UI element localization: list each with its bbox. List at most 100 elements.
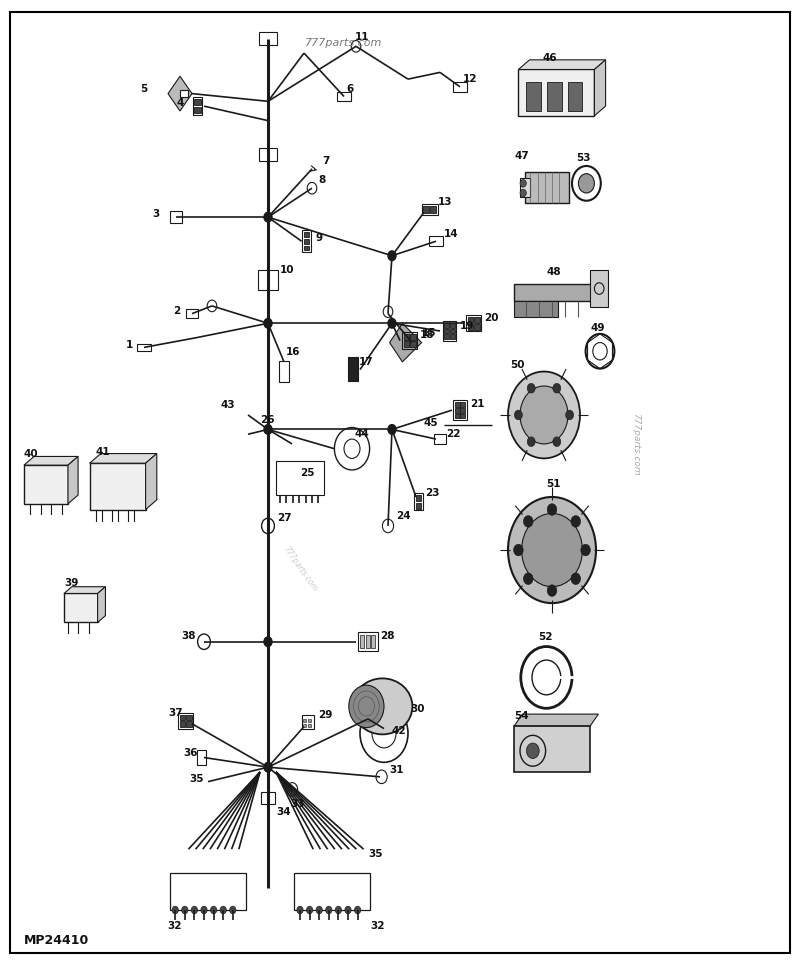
Bar (454, 407, 459, 412)
Bar (366, 635, 370, 648)
Circle shape (306, 906, 313, 914)
Text: 4: 4 (176, 98, 183, 108)
Text: 36: 36 (183, 748, 198, 758)
Polygon shape (168, 76, 192, 111)
Bar (303, 724, 306, 727)
Bar (90, 463, 146, 510)
Bar (547, 82, 562, 111)
Text: 43: 43 (220, 400, 234, 410)
Bar (180, 714, 186, 720)
Bar (302, 715, 314, 729)
Text: 53: 53 (576, 153, 590, 163)
Text: 40: 40 (24, 449, 38, 458)
Circle shape (523, 515, 533, 527)
Circle shape (547, 504, 557, 515)
Text: 777parts.com: 777parts.com (281, 545, 319, 593)
Bar (520, 178, 530, 197)
Bar (304, 238, 310, 243)
Text: 24: 24 (396, 511, 410, 521)
Bar (371, 635, 375, 648)
Bar (294, 873, 370, 910)
Circle shape (354, 906, 361, 914)
Bar (304, 245, 310, 250)
Bar (180, 91, 188, 97)
Ellipse shape (352, 678, 413, 734)
Circle shape (553, 383, 561, 393)
Bar (186, 714, 192, 720)
Text: 42: 42 (392, 727, 406, 736)
Bar (430, 206, 436, 212)
Bar (194, 99, 201, 105)
Text: 31: 31 (390, 765, 404, 775)
Circle shape (508, 372, 580, 458)
Circle shape (335, 906, 342, 914)
Bar (453, 400, 467, 421)
Text: 11: 11 (354, 32, 369, 41)
Circle shape (526, 743, 539, 758)
Polygon shape (146, 454, 157, 510)
Text: 16: 16 (286, 347, 300, 357)
Text: 6: 6 (346, 84, 354, 94)
Bar (194, 107, 201, 113)
Circle shape (326, 906, 332, 914)
Bar (137, 344, 151, 351)
Polygon shape (64, 587, 106, 593)
Bar (348, 357, 358, 381)
Bar (568, 82, 582, 111)
Text: 32: 32 (167, 922, 182, 931)
Bar (590, 270, 608, 307)
Bar (525, 172, 569, 203)
Text: 38: 38 (182, 631, 196, 641)
Bar (450, 334, 454, 339)
Circle shape (520, 386, 568, 444)
Circle shape (520, 189, 526, 197)
Bar (474, 323, 480, 329)
Text: 25: 25 (300, 468, 314, 478)
Circle shape (566, 410, 574, 420)
Bar (308, 724, 311, 727)
Circle shape (264, 762, 272, 772)
Circle shape (388, 251, 396, 261)
Circle shape (571, 573, 581, 585)
Text: 9: 9 (316, 234, 323, 243)
Bar (518, 69, 594, 116)
Bar (186, 309, 198, 318)
Circle shape (578, 174, 594, 193)
Text: 26: 26 (260, 415, 274, 425)
Bar (416, 503, 422, 509)
Bar (450, 322, 454, 328)
Bar (454, 413, 459, 418)
Text: 2: 2 (174, 306, 181, 316)
Text: 23: 23 (426, 488, 440, 498)
Circle shape (191, 906, 198, 914)
Bar (467, 323, 474, 329)
Circle shape (201, 906, 207, 914)
Bar (178, 712, 194, 730)
Circle shape (520, 179, 526, 187)
Bar (429, 236, 443, 246)
Circle shape (230, 906, 236, 914)
Bar (402, 332, 418, 349)
Circle shape (581, 544, 590, 556)
Bar (422, 205, 438, 215)
Bar (258, 270, 278, 290)
Circle shape (297, 906, 303, 914)
Bar (467, 317, 474, 322)
Text: 41: 41 (96, 447, 110, 456)
Bar (358, 632, 378, 651)
Bar (337, 92, 351, 101)
Bar (445, 328, 450, 333)
Circle shape (264, 637, 272, 647)
Bar (24, 465, 68, 504)
Text: 45: 45 (424, 418, 438, 427)
Bar (450, 328, 454, 333)
Text: 37: 37 (168, 708, 182, 718)
Bar (197, 750, 206, 765)
Bar (423, 206, 429, 212)
Text: 21: 21 (470, 400, 485, 409)
Text: 49: 49 (590, 323, 605, 333)
Bar (261, 792, 275, 804)
Bar (443, 320, 456, 341)
Bar (180, 722, 186, 728)
Circle shape (514, 410, 522, 420)
